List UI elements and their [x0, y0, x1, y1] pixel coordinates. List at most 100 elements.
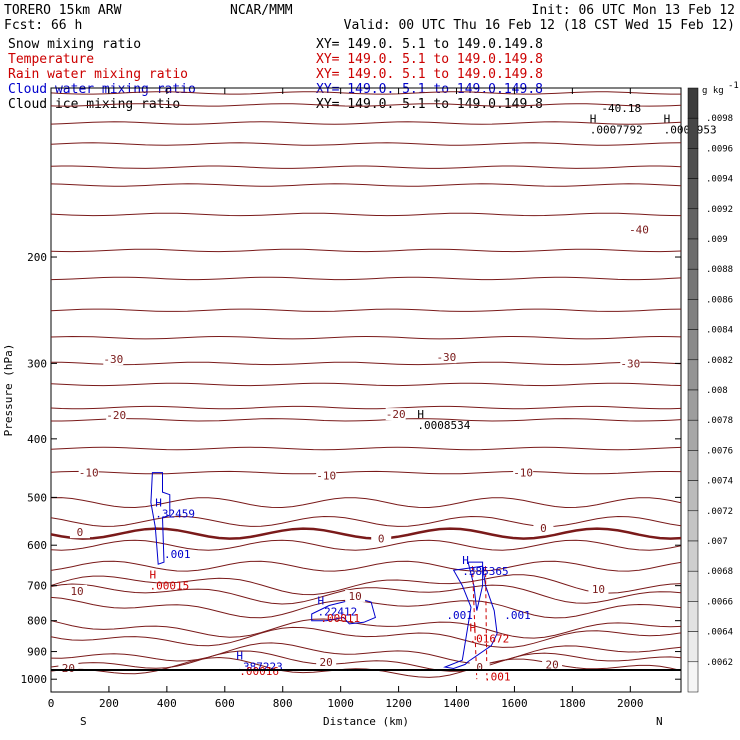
colorbar-swatch	[687, 87, 699, 119]
contour-layer	[51, 91, 681, 680]
field-range: XY= 149.0. 5.1 to 149.0.149.8	[316, 37, 543, 52]
temperature-label: 10	[70, 585, 83, 598]
isotherm-line	[51, 382, 681, 387]
x-tick-label: 200	[99, 697, 119, 710]
field-range: XY= 149.0. 5.1 to 149.0.149.8	[316, 67, 543, 82]
isotherm-line	[51, 618, 681, 639]
isotherm-line	[51, 103, 681, 107]
center-title: NCAR/MMM	[230, 3, 293, 18]
extremum-value: .00015	[149, 579, 189, 592]
temperature-label: 0	[476, 661, 483, 674]
colorbar-tick-label: .0078	[706, 416, 733, 426]
colorbar-tick-label: .0094	[706, 175, 733, 185]
colorbar-swatch	[687, 148, 699, 179]
model-title: TORERO 15km ARW	[4, 3, 122, 18]
extremum-marker: H	[417, 408, 424, 421]
colorbar-swatch	[687, 631, 699, 663]
rain-water-contour	[471, 566, 488, 680]
extremum-marker: H	[155, 497, 162, 510]
colorbar-swatch	[687, 601, 699, 632]
y-tick-label: 1000	[21, 673, 48, 686]
colorbar-tick-label: .008	[706, 386, 728, 396]
temperature-label: -10	[513, 467, 533, 480]
y-tick-label: 400	[27, 433, 47, 446]
x-tick-label: 1200	[385, 697, 412, 710]
isotherm-line	[51, 165, 681, 169]
extremum-value: .32459	[155, 508, 195, 521]
colorbar-swatch	[687, 117, 699, 149]
temperature-label: -10	[316, 470, 336, 483]
temperature-label: -30	[436, 351, 456, 364]
y-axis-title: Pressure (hPa)	[2, 344, 15, 437]
colorbar-tick-label: .0086	[706, 295, 733, 305]
x-tick-label: 400	[157, 697, 177, 710]
isotherm-line	[51, 527, 681, 540]
temperature-label: -40	[629, 223, 649, 236]
colorbar-tick-label: .0066	[706, 597, 733, 607]
isotherm-line	[51, 560, 681, 572]
colorbar-tick-label: .0084	[706, 326, 733, 336]
label-bg	[69, 526, 90, 539]
plot-frame	[50, 87, 682, 693]
label-bg	[371, 532, 392, 545]
extremum-marker: H	[590, 113, 597, 126]
colorbar-tick-label: .0096	[706, 144, 733, 154]
temperature-label: 0	[540, 522, 547, 535]
colorbar-tick-label: .009	[706, 235, 728, 245]
isotherm-line	[51, 335, 681, 340]
label-bg	[620, 357, 641, 370]
colorbar-swatch	[687, 359, 699, 391]
extremum-value: .001	[484, 671, 511, 684]
temperature-label: -30	[620, 357, 640, 370]
isotherm-line	[51, 248, 681, 253]
x-tick-label: 1000	[327, 697, 354, 710]
north-label: N	[656, 715, 663, 728]
cloud-water-contour	[150, 472, 171, 565]
field-name: Cloud water mixing ratio	[8, 82, 196, 97]
x-axis-title: Distance (km)	[323, 715, 409, 728]
temperature-label: -30	[103, 353, 123, 366]
y-tick-label: 200	[27, 251, 47, 264]
extremum-value: .001	[446, 609, 473, 622]
isotherm-line	[51, 642, 681, 665]
temperature-label: -20	[386, 408, 406, 421]
x-tick-label: 1600	[501, 697, 528, 710]
temperature-label: 20	[320, 656, 333, 669]
label-bg	[513, 466, 534, 479]
isotherm-line	[51, 515, 681, 527]
colorbar-tick-label: .0074	[706, 477, 733, 487]
extremum-marker: H	[470, 622, 477, 635]
temperature-label: 10	[349, 590, 362, 603]
colorbar-tick-label: .0068	[706, 567, 733, 577]
colorbar-swatch	[687, 329, 699, 361]
extremum-value: .385365	[462, 565, 508, 578]
isotherm-line	[51, 446, 681, 451]
colorbar-unit: g kg	[702, 86, 724, 96]
temperature-label: 0	[77, 526, 84, 539]
extremum-value: -40.18	[601, 102, 641, 115]
colorbar-tick-label: .0088	[706, 265, 733, 275]
colorbar-tick-label: .0082	[706, 356, 733, 366]
field-name: Temperature	[8, 52, 94, 67]
field-name: Snow mixing ratio	[8, 37, 141, 52]
temperature-labels: -40 -30 -30 -30 -20 -20 -10 -10 -10 0 0 0 10 10 10 20 20…	[58, 223, 649, 675]
field-range: XY= 149.0. 5.1 to 149.0.149.8	[316, 82, 543, 97]
colorbar-tick-label: .0062	[706, 658, 733, 668]
x-tick-label: 0	[48, 697, 55, 710]
colorbar-swatch	[687, 389, 699, 421]
field-range: XY= 149.0. 5.1 to 149.0.149.8	[316, 97, 543, 112]
isotherm-line	[51, 583, 681, 605]
colorbar-tick-label: .007	[706, 537, 728, 547]
isotherm-line	[51, 539, 681, 551]
label-bg	[67, 584, 88, 597]
x-tick-label: 800	[273, 697, 293, 710]
valid-time: Valid: 00 UTC Thu 16 Feb 12 (18 CST Wed …	[344, 18, 735, 33]
extremum-value: .00016	[239, 665, 279, 678]
colorbar-swatch	[687, 510, 699, 542]
y-tick-label: 500	[27, 491, 47, 504]
extremum-value: .00011	[320, 612, 360, 625]
colorbar-swatch	[687, 299, 699, 330]
extremum-value: .0007792	[590, 124, 643, 137]
colorbar-tick-label: .0064	[706, 628, 733, 638]
colorbar-tick-label: .0076	[706, 446, 733, 456]
